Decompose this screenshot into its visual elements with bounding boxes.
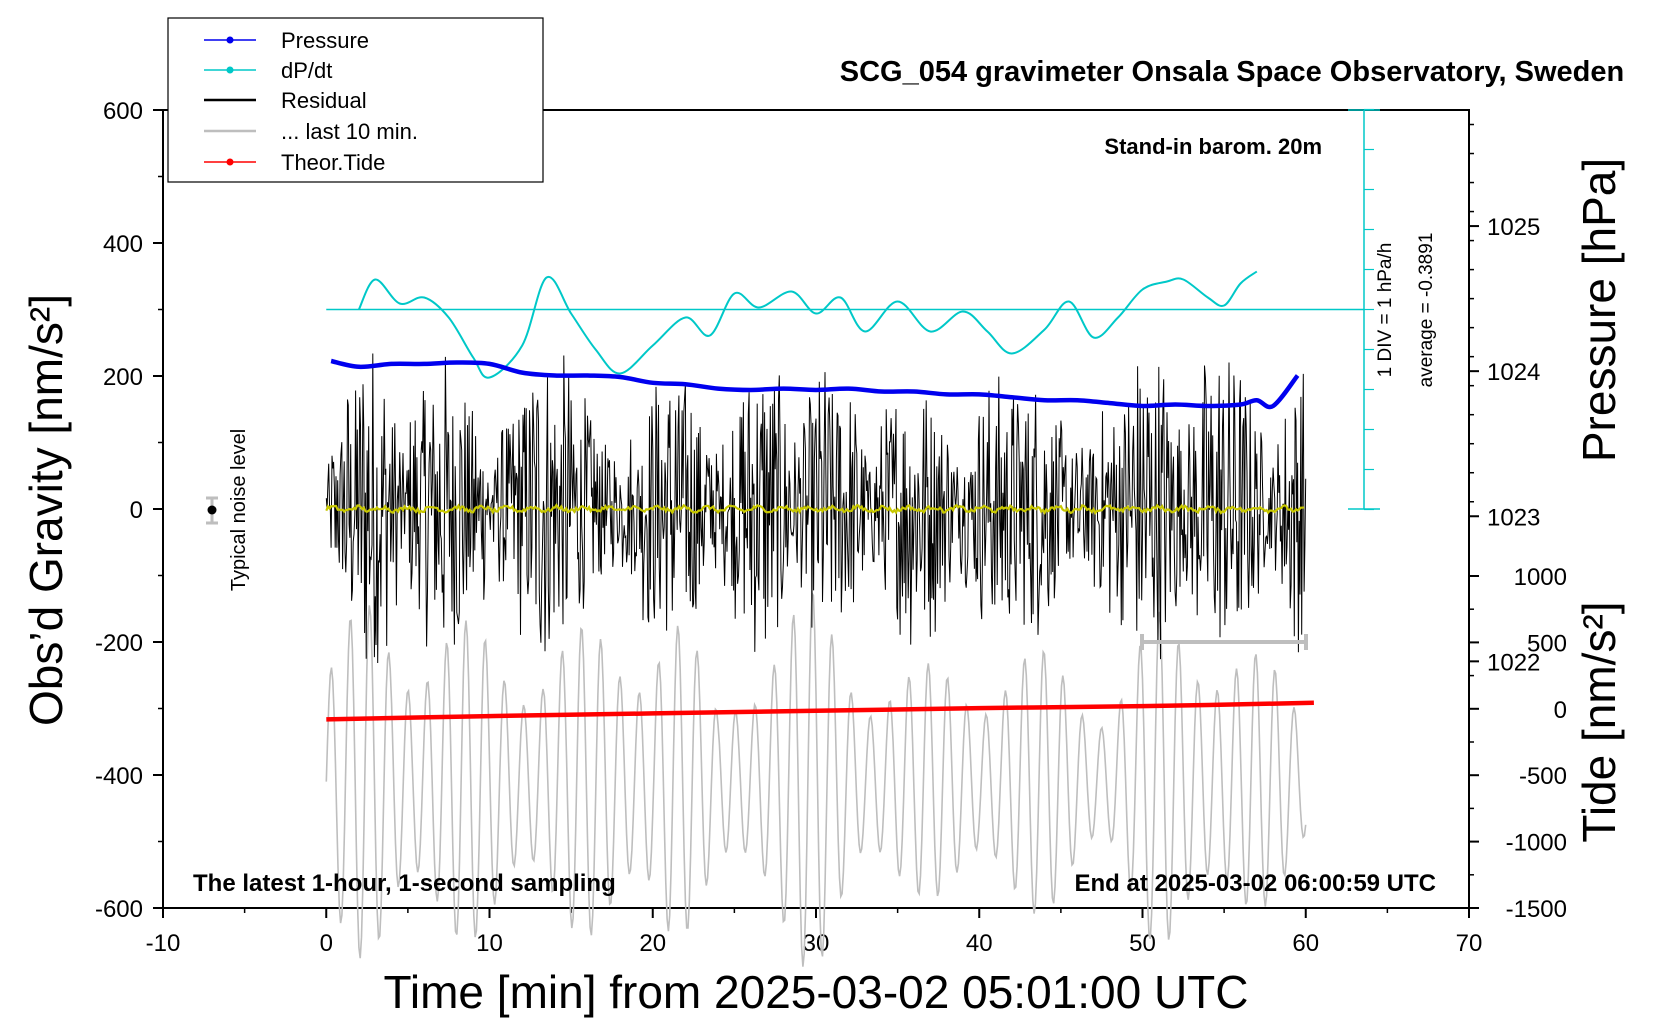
- chart-title: SCG_054 gravimeter Onsala Space Observat…: [840, 56, 1624, 88]
- noise-level-marker: [206, 496, 218, 525]
- legend-item-residual: Residual: [204, 88, 367, 113]
- tide-tick-label: 0: [1554, 697, 1567, 724]
- left-y-axis-label: Obs’d Gravity [nm/s²]: [20, 294, 72, 726]
- legend-label-theor-tide: Theor.Tide: [281, 150, 385, 175]
- dpdt-scale-label: 1 DIV = 1 hPa/h: [1375, 243, 1396, 378]
- last-10-min-range-bar: [1140, 634, 1308, 650]
- filtered-residual-line: [325, 503, 1305, 516]
- tide-tick-label: 500: [1527, 630, 1567, 657]
- pressure-tick-label: 1022: [1487, 649, 1540, 676]
- x-axis-label: Time [min] from 2025-03-02 05:01:00 UTC: [384, 966, 1249, 1018]
- pressure-series: [330, 358, 1300, 410]
- legend-label-dpdt: dP/dt: [281, 58, 332, 83]
- x-tick-label: -10: [146, 930, 181, 957]
- pressure-tick-label: 1025: [1487, 214, 1540, 241]
- x-tick-label: 30: [803, 930, 830, 957]
- pressure-line: [330, 358, 1300, 410]
- left-y-tick-label: 200: [103, 364, 143, 391]
- left-y-tick-label: 400: [103, 231, 143, 258]
- pressure-tick-label: 1023: [1487, 504, 1540, 531]
- x-tick-label: 60: [1292, 930, 1319, 957]
- left-y-tick-label: 0: [130, 497, 143, 524]
- legend-item-theor-tide: Theor.Tide: [204, 150, 385, 175]
- legend-item-pressure: Pressure: [204, 28, 369, 53]
- footer-right: End at 2025-03-02 06:00:59 UTC: [1075, 870, 1437, 897]
- tide-tick-label: -1000: [1506, 830, 1567, 857]
- x-tick-label: 70: [1456, 930, 1483, 957]
- tide-axis-label: Tide [nm/s²]: [1573, 601, 1625, 842]
- dpdt-series: [326, 270, 1364, 379]
- x-tick-label: 10: [476, 930, 503, 957]
- left-y-tick-label: -200: [95, 630, 143, 657]
- footer-left: The latest 1-hour, 1-second sampling: [193, 870, 616, 897]
- last-10-min-series: [325, 590, 1307, 967]
- noise-level-label: Typical noise level: [228, 429, 250, 591]
- tide-tick-label: -500: [1519, 763, 1567, 790]
- x-tick-label: 20: [639, 930, 666, 957]
- left-y-axis: 600 400 200 0 -200 -400 -600: [95, 98, 163, 923]
- legend-label-last-10-min: ... last 10 min.: [281, 119, 418, 144]
- left-y-tick-label: -600: [95, 896, 143, 923]
- pressure-axis: 1025 1024 1023 1022: [1469, 123, 1540, 676]
- legend-label-residual: Residual: [281, 88, 367, 113]
- dpdt-line: [357, 270, 1258, 379]
- x-tick-label: 40: [966, 930, 993, 957]
- legend-item-dpdt: dP/dt: [204, 58, 332, 83]
- legend-label-pressure: Pressure: [281, 28, 369, 53]
- tide-tick-label: 1000: [1514, 564, 1567, 591]
- residual-filtered-series: [325, 503, 1305, 516]
- x-tick-label: 0: [320, 930, 333, 957]
- tide-tick-label: -1500: [1506, 896, 1567, 923]
- chart-subtitle: Stand-in barom. 20m: [1104, 134, 1322, 159]
- left-y-tick-label: -400: [95, 763, 143, 790]
- left-y-tick-label: 600: [103, 98, 143, 125]
- x-tick-label: 50: [1129, 930, 1156, 957]
- x-axis: -10 0 10 20 30 40 50 60 70: [146, 908, 1483, 957]
- legend-item-last-10-min: ... last 10 min.: [204, 119, 418, 144]
- legend: Pressure dP/dt Residual ... last 10 min.…: [167, 17, 544, 183]
- theor-tide-series: [326, 700, 1314, 722]
- last-10-min-line: [325, 590, 1307, 967]
- tide-axis: 1000 500 0 -500 -1000 -1500: [1469, 564, 1567, 923]
- pressure-axis-label: Pressure [hPa]: [1573, 158, 1625, 462]
- pressure-tick-label: 1024: [1487, 359, 1540, 386]
- residual-line: [325, 353, 1307, 664]
- dpdt-scale-bar: [1348, 108, 1380, 511]
- theor-tide-line: [326, 700, 1314, 722]
- dpdt-average-label: average = -0.3891: [1416, 233, 1437, 388]
- residual-series: [325, 353, 1307, 664]
